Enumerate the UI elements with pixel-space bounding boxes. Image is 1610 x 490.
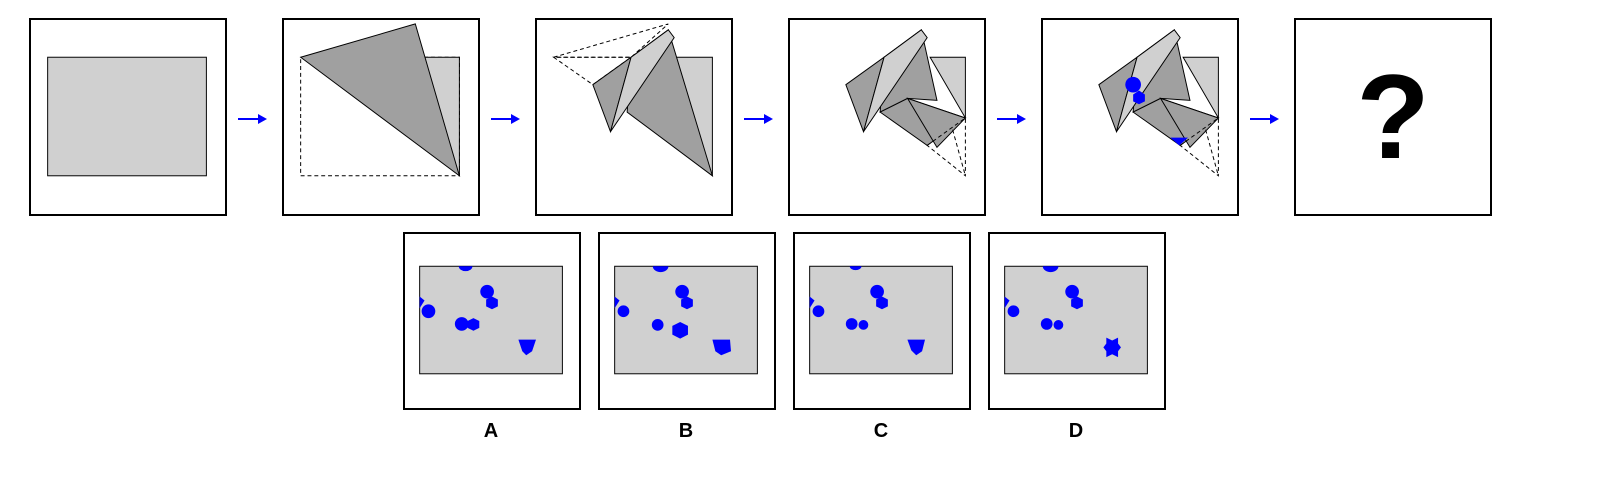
hole-icon — [672, 321, 688, 339]
option-c-label[interactable]: C — [873, 420, 889, 442]
arrow-1-icon — [238, 112, 268, 124]
hole-icon — [845, 318, 858, 330]
hole-icon — [1065, 284, 1079, 299]
option-a-panel[interactable] — [403, 232, 581, 410]
option-b-paper — [614, 265, 758, 375]
hole-icon — [858, 320, 869, 330]
hole-icon — [1040, 318, 1053, 330]
step-5-panel — [1041, 18, 1239, 216]
option-b-label[interactable]: B — [678, 420, 694, 442]
option-d-panel[interactable] — [988, 232, 1166, 410]
hole-icon — [480, 284, 494, 299]
hole-icon — [849, 266, 862, 271]
hole-icon — [617, 305, 630, 318]
punch-hole-circle — [1125, 76, 1141, 93]
hole-icon — [652, 266, 669, 273]
option-d-paper — [1004, 265, 1148, 375]
hole-icon — [421, 304, 436, 319]
arrow-4-icon — [997, 112, 1027, 124]
hole-icon — [419, 296, 425, 309]
hole-icon — [458, 266, 473, 272]
option-c-panel[interactable] — [793, 232, 971, 410]
hole-icon — [614, 296, 620, 309]
hole-icon — [712, 339, 731, 356]
step-2-paper — [299, 23, 461, 178]
option-a-label[interactable]: A — [483, 420, 499, 442]
question-mark: ? — [1356, 50, 1430, 184]
option-c-paper — [809, 265, 953, 375]
step-2-panel — [282, 18, 480, 216]
hole-icon — [876, 296, 888, 310]
hole-icon — [1053, 320, 1064, 330]
hole-icon — [1004, 296, 1010, 309]
hole-icon — [870, 284, 884, 299]
hole-icon — [812, 305, 825, 318]
step-4-panel — [788, 18, 986, 216]
hole-icon — [1042, 266, 1059, 273]
option-a-paper — [419, 265, 563, 375]
step-4-paper — [845, 28, 967, 177]
step-3-panel — [535, 18, 733, 216]
hole-icon — [467, 318, 480, 331]
option-b-panel[interactable] — [598, 232, 776, 410]
hole-icon — [1071, 296, 1083, 310]
hole-icon — [907, 339, 926, 356]
punch-hole-hexagon — [1133, 90, 1145, 105]
hole-icon — [809, 296, 815, 309]
hole-icon — [454, 317, 469, 331]
step-1-paper — [47, 56, 207, 177]
hole-icon — [651, 319, 664, 331]
punch-hole-triangle — [1170, 137, 1189, 146]
arrow-2-icon — [491, 112, 521, 124]
arrow-3-icon — [744, 112, 774, 124]
step-1-panel — [29, 18, 227, 216]
hole-icon — [1103, 337, 1121, 358]
hole-icon — [518, 339, 536, 356]
step-5-paper — [1098, 28, 1220, 177]
step-3-paper — [552, 23, 714, 178]
hole-icon — [681, 296, 693, 310]
hole-icon — [675, 284, 689, 299]
hole-icon — [486, 296, 498, 310]
unknown-answer-panel: ? — [1294, 18, 1492, 216]
hole-icon — [1007, 305, 1020, 318]
option-d-label[interactable]: D — [1068, 420, 1084, 442]
arrow-5-icon — [1250, 112, 1280, 124]
